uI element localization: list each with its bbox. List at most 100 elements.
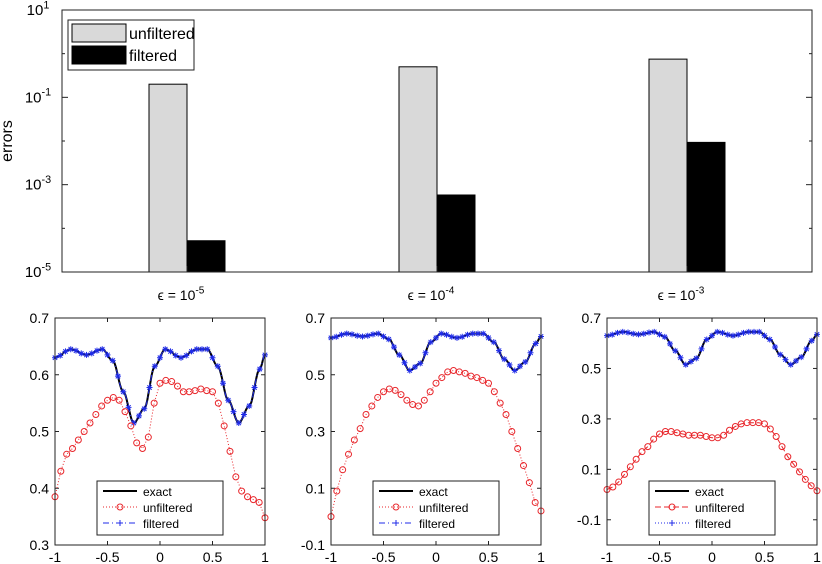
filtered-marker [151,363,158,370]
filtered-marker [730,332,736,339]
filtered-marker [656,331,663,338]
axes-box [54,317,266,546]
legend-label-filtered: filtered [129,48,177,65]
unfiltered-marker [761,420,768,428]
unfiltered-marker [644,443,652,451]
unfiltered-marker [92,410,100,418]
unfiltered-marker [621,470,628,478]
unfiltered-marker [790,460,798,468]
unfiltered-marker [609,483,617,491]
filtered-marker [406,367,413,374]
unfiltered-marker [80,428,88,435]
unfiltered-marker [720,431,728,439]
filtered-marker [115,373,121,380]
unfiltered-marker [656,430,663,438]
bar-filtered-2 [686,141,726,273]
unfiltered-marker [63,450,71,458]
x-tick-label: -0.5 [95,549,119,564]
filtered-marker [380,333,387,340]
filtered-marker [703,336,710,343]
unfiltered-marker [156,379,164,387]
filtered-marker [193,346,200,353]
unfiltered-marker [615,478,623,486]
filtered-marker [204,346,211,353]
unfiltered-marker [632,455,640,463]
unfiltered-marker [514,445,522,453]
filtered-marker [375,330,382,337]
legend-label-unfiltered: unfiltered [143,501,192,515]
filtered-marker [485,334,492,341]
filtered-marker [735,331,742,338]
filtered-marker [756,328,763,335]
unfiltered-marker [249,496,257,504]
unfiltered-marker [209,388,216,396]
unfiltered-marker [397,391,405,399]
filtered-marker [385,336,392,343]
unfiltered-marker [69,445,76,453]
unfiltered-marker [796,468,803,476]
filtered-marker [745,328,752,335]
filtered-marker [338,331,345,338]
filtered-marker [464,331,471,338]
filtered-marker [672,347,679,354]
unfiltered-marker [490,388,498,396]
legend-swatch-filtered [71,45,127,65]
filtered-marker [433,334,439,341]
unfiltered-marker [109,393,117,401]
unfiltered-marker [420,396,428,404]
filtered-marker [349,331,355,338]
filtered-marker [803,345,810,352]
filtered-marker [667,340,673,347]
x-tick-label: 0.5 [479,549,499,564]
unfiltered-marker [726,426,733,434]
unfiltered-marker [380,388,387,396]
x-category-label: ϵ = 10-4 [408,286,455,303]
unfiltered-marker [485,379,492,387]
unfiltered-marker [232,473,240,481]
filtered-marker [640,330,647,337]
unfiltered-marker [731,422,739,430]
y-tick-label: 10-1 [25,87,51,107]
filtered-marker [104,351,111,358]
unfiltered-marker [214,399,222,407]
filtered-marker [359,333,366,340]
filtered-marker [661,333,668,340]
filtered-marker [490,339,497,346]
unfiltered-marker [115,396,123,404]
unfiltered-marker [473,374,481,382]
unfiltered-marker [238,487,246,495]
y-tick-label: 0.5 [306,367,326,383]
unfiltered-marker [426,388,434,396]
unfiltered-marker [525,479,533,487]
y-tick-label: 0.5 [30,424,50,440]
filtered-marker [688,358,694,365]
unfiltered-marker [502,410,510,418]
x-tick-label: 0 [156,549,164,564]
filtered-marker [422,349,429,356]
legend-marker-filtered [393,520,399,526]
filtered-marker [73,347,79,354]
filtered-marker [57,352,64,359]
filtered-marker [609,331,616,338]
unfiltered-marker [133,439,141,447]
legend-marker-filtered [669,520,675,526]
filtered-marker [125,404,132,411]
unfiltered-marker [356,425,364,433]
unfiltered-marker [374,393,382,401]
filtered-marker [401,359,408,366]
filtered-marker [83,351,90,358]
filtered-marker [517,363,523,370]
y-axis-label: errors [0,120,16,162]
legend-marker-unfiltered [116,503,124,511]
filtered-marker [454,334,460,341]
filtered-marker [246,402,253,409]
filtered-marker [635,331,642,338]
x-tick-label: -1 [49,549,62,564]
unfiltered-marker [104,396,111,404]
filtered-marker [798,354,805,361]
filtered-marker [766,336,773,343]
y-tick-label: 0.7 [582,310,602,326]
y-tick-label: 0.1 [582,461,602,477]
series-unfiltered-line [330,369,542,517]
unfiltered-marker [339,466,347,474]
